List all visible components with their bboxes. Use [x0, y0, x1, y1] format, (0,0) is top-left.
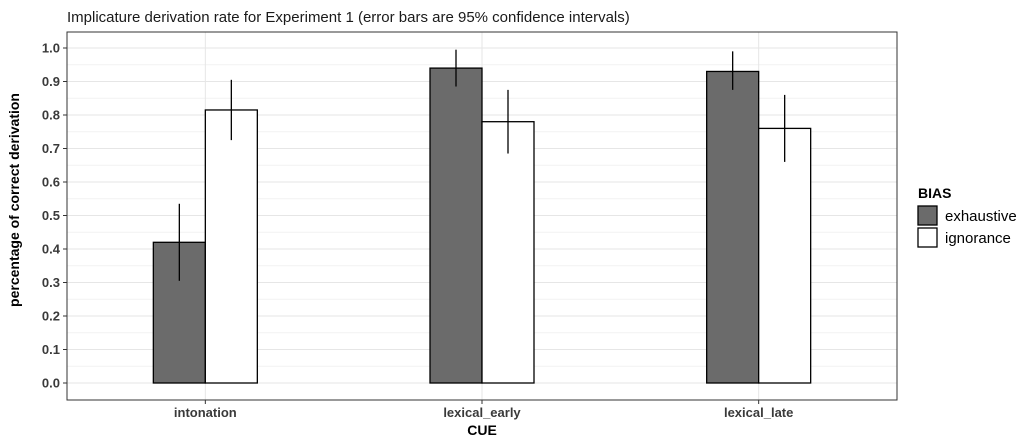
- x-axis-title: CUE: [467, 422, 497, 438]
- y-tick-label: 0.7: [42, 141, 60, 156]
- y-tick-label: 0.8: [42, 108, 60, 123]
- x-tick-label: lexical_late: [724, 405, 793, 420]
- x-tick-label: lexical_early: [443, 405, 521, 420]
- y-tick-label: 0.0: [42, 376, 60, 391]
- bar-exhaustive-lexical_early: [429, 67, 483, 384]
- y-tick-label: 0.5: [42, 208, 60, 223]
- x-tick-label: intonation: [174, 405, 237, 420]
- y-tick-label: 1.0: [42, 41, 60, 56]
- y-tick-label: 0.6: [42, 175, 60, 190]
- y-tick-label: 0.9: [42, 74, 60, 89]
- bar-exhaustive-lexical_late: [706, 70, 760, 384]
- y-tick-label: 0.4: [42, 242, 61, 257]
- plot-border: [66, 31, 898, 401]
- legend-key-ignorance: [917, 227, 938, 248]
- legend-title: BIAS: [918, 185, 951, 201]
- legend-label-ignorance: ignorance: [945, 230, 1011, 247]
- y-tick-label: 0.1: [42, 342, 60, 357]
- plot-area: 0.0 0.1 0.2 0.3 0.4 0.5 0.6 0.7 0.8 0.9 1.0 intonat…: [42, 31, 898, 420]
- legend-label-exhaustive: exhaustive: [945, 208, 1017, 225]
- chart-title: Implicature derivation rate for Experime…: [67, 9, 630, 26]
- y-tick-label: 0.2: [42, 309, 60, 324]
- y-tick-label: 0.3: [42, 275, 60, 290]
- legend: BIAS exhaustive ignorance: [917, 185, 1017, 248]
- bar-ignorance-lexical_late: [758, 127, 812, 384]
- y-axis-title: percentage of correct derivation: [6, 93, 22, 307]
- legend-key-exhaustive: [917, 205, 938, 226]
- bar-ignorance-lexical_early: [481, 121, 535, 384]
- bar-ignorance-intonation: [204, 109, 258, 384]
